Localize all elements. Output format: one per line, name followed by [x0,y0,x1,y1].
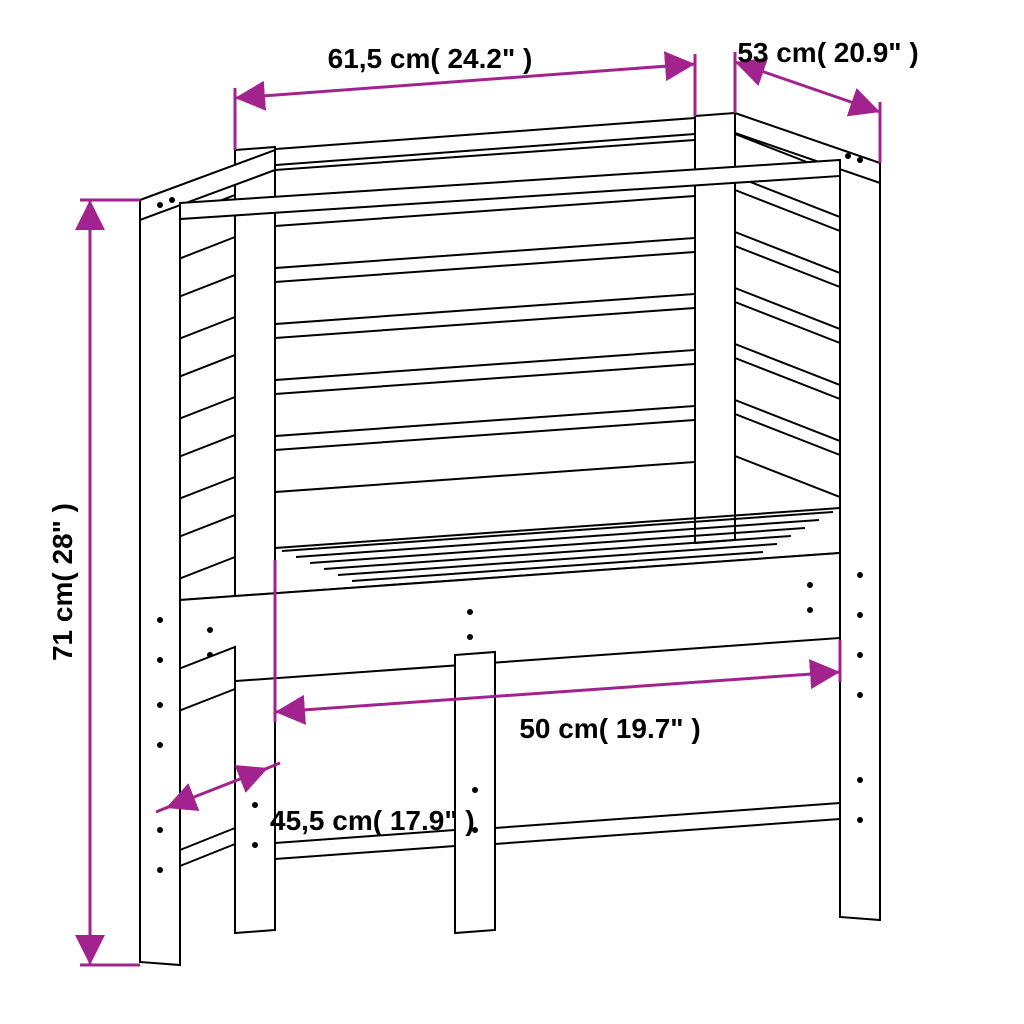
right-side-slats [735,134,840,497]
dim-depth: 53 cm( 20.9" ) [737,37,918,68]
dim-seat-w: 50 cm( 19.7" ) [519,713,700,744]
chair-drawing [140,113,880,965]
dim-height: 71 cm( 28" ) [47,503,78,661]
dim-width: 61,5 cm( 24.2" ) [328,43,533,74]
dim-seat-d: 45,5 cm( 17.9" ) [270,805,475,836]
